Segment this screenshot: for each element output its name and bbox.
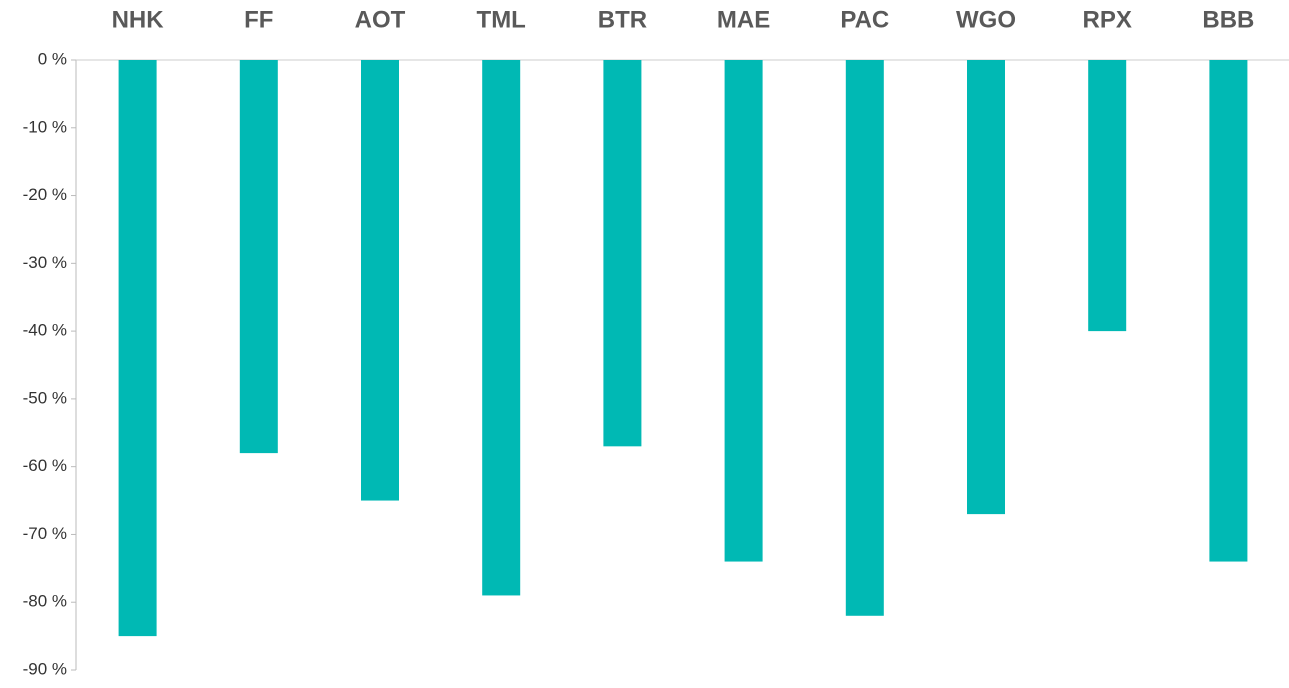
category-label: AOT [355, 6, 406, 33]
y-tick-label: 0 % [38, 49, 67, 68]
category-label: WGO [956, 6, 1016, 33]
category-label: FF [244, 6, 273, 33]
y-tick-label: -10 % [23, 117, 67, 136]
category-label: PAC [840, 6, 889, 33]
y-tick-label: -90 % [23, 659, 67, 678]
bar [724, 60, 763, 562]
y-tick-label: -70 % [23, 524, 67, 543]
bar [118, 60, 157, 637]
y-tick-label: -40 % [23, 321, 67, 340]
category-label: BBB [1202, 6, 1254, 33]
y-tick-label: -80 % [23, 592, 67, 611]
y-tick-label: -30 % [23, 253, 67, 272]
category-label: NHK [112, 6, 165, 33]
category-label: BTR [598, 6, 647, 33]
category-label: TML [477, 6, 526, 33]
category-label: RPX [1083, 6, 1132, 33]
bar [482, 60, 521, 596]
y-tick-label: -50 % [23, 388, 67, 407]
bar [845, 60, 884, 616]
bar [239, 60, 278, 454]
bar [361, 60, 399, 501]
category-label: MAE [717, 6, 770, 33]
bar [603, 60, 642, 447]
y-tick-label: -20 % [23, 185, 67, 204]
bar [1209, 60, 1248, 562]
bar [1088, 60, 1127, 332]
y-tick-label: -60 % [23, 456, 67, 475]
bar [967, 60, 1005, 515]
